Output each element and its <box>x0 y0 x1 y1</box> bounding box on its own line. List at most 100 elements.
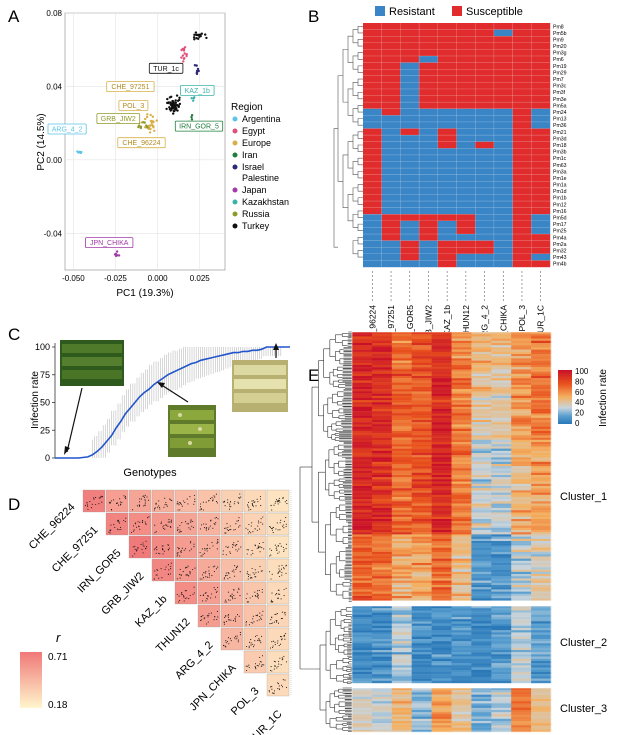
correlation-dot <box>228 573 230 575</box>
infection-cell <box>531 387 552 390</box>
infection-cell <box>411 727 432 730</box>
pm-cell <box>437 69 457 76</box>
correlation-dot <box>163 550 165 552</box>
infection-cell <box>411 494 432 498</box>
correlation-dot <box>164 568 166 570</box>
correlation-dot <box>185 590 187 592</box>
infection-cell <box>491 486 512 489</box>
infection-cell <box>391 387 412 390</box>
pm-cell <box>363 161 382 169</box>
pm-dendro-branch <box>352 161 358 175</box>
infection-cell <box>431 439 452 443</box>
correlation-dot <box>268 691 270 693</box>
pm-cell <box>456 181 476 189</box>
correlation-dot <box>283 550 285 553</box>
correlation-dot <box>209 525 211 527</box>
infection-cell <box>531 486 552 489</box>
correlation-dot <box>248 641 251 643</box>
infection-cell <box>471 431 492 434</box>
infection-cell <box>352 501 373 504</box>
infection-cell <box>511 426 532 429</box>
infection-cell <box>352 391 373 394</box>
correlation-dot <box>166 524 168 526</box>
correlation-dot <box>101 496 104 498</box>
correlation-dot <box>118 504 120 506</box>
infection-cell <box>491 530 512 533</box>
infection-cell <box>431 525 452 528</box>
correlation-dot <box>136 505 138 507</box>
infection-cell <box>451 453 472 456</box>
correlation-dot <box>250 621 252 623</box>
infection-cell <box>371 470 393 473</box>
infection-cell <box>411 477 432 480</box>
infection-cell <box>491 351 512 355</box>
infection-cell <box>531 343 552 346</box>
infection-cell <box>471 365 492 368</box>
pca-point <box>192 97 195 100</box>
infection-cell <box>431 501 452 504</box>
infection-cell <box>371 543 393 546</box>
infection-cell <box>451 501 472 504</box>
infection-cell <box>471 705 492 708</box>
infection-cell <box>491 678 512 681</box>
infection-cell <box>531 589 552 592</box>
correlation-dot <box>245 624 247 626</box>
pca-point <box>177 105 180 109</box>
correlation-dot <box>228 508 231 510</box>
correlation-cell <box>151 512 175 536</box>
infection-cell <box>471 699 492 702</box>
infection-cell <box>431 409 452 412</box>
infection-cell <box>511 578 532 581</box>
correlation-dot <box>234 635 237 637</box>
pm-cell <box>512 247 532 255</box>
infection-cell <box>491 446 512 449</box>
infection-cell <box>391 587 412 590</box>
infection-cell <box>411 650 432 653</box>
correlation-dot <box>271 641 273 643</box>
correlation-dot <box>278 663 280 665</box>
pm-cell <box>363 55 382 63</box>
correlation-dot <box>86 504 88 506</box>
infection-cell <box>471 674 492 677</box>
infection-cell <box>531 481 552 484</box>
infection-cell <box>531 554 552 557</box>
pca-point <box>116 254 119 257</box>
infection-cell <box>352 406 373 410</box>
infection-cell <box>371 472 393 476</box>
pm-cell <box>437 253 457 261</box>
correlation-dot <box>262 541 264 543</box>
pm-row-label: Pm2a <box>553 242 567 248</box>
infection-cell <box>491 589 512 592</box>
correlation-dot <box>200 503 202 505</box>
infection-cell <box>451 356 472 359</box>
pm-cell <box>475 187 495 195</box>
infection-cell <box>431 705 452 708</box>
infection-cell <box>352 497 373 500</box>
correlation-dot <box>179 501 181 504</box>
infection-cell <box>431 486 452 489</box>
pm-cell <box>400 49 420 57</box>
infection-cell <box>352 690 373 693</box>
infection-cell <box>391 483 412 487</box>
arrow-intermediate-head <box>157 382 165 388</box>
infection-cell <box>352 538 373 542</box>
correlation-dot <box>235 549 237 551</box>
infection-cell <box>371 376 393 379</box>
infection-cell <box>531 530 552 533</box>
infection-cell <box>491 428 512 432</box>
infection-cell <box>471 411 492 414</box>
infection-cell <box>371 455 393 458</box>
pm-dendro-branch <box>357 197 363 205</box>
infection-cell <box>431 656 452 659</box>
correlation-dot <box>246 504 249 506</box>
infection-cell <box>352 625 373 629</box>
pm-cell <box>400 174 420 182</box>
infection-cell <box>352 380 373 383</box>
correlation-dot <box>269 548 271 550</box>
infection-cell <box>511 468 532 471</box>
infection-cell <box>471 413 492 416</box>
pca-point <box>194 31 198 34</box>
infection-cell <box>431 415 452 418</box>
infection-cell <box>451 481 472 484</box>
infection-cell <box>471 596 492 599</box>
